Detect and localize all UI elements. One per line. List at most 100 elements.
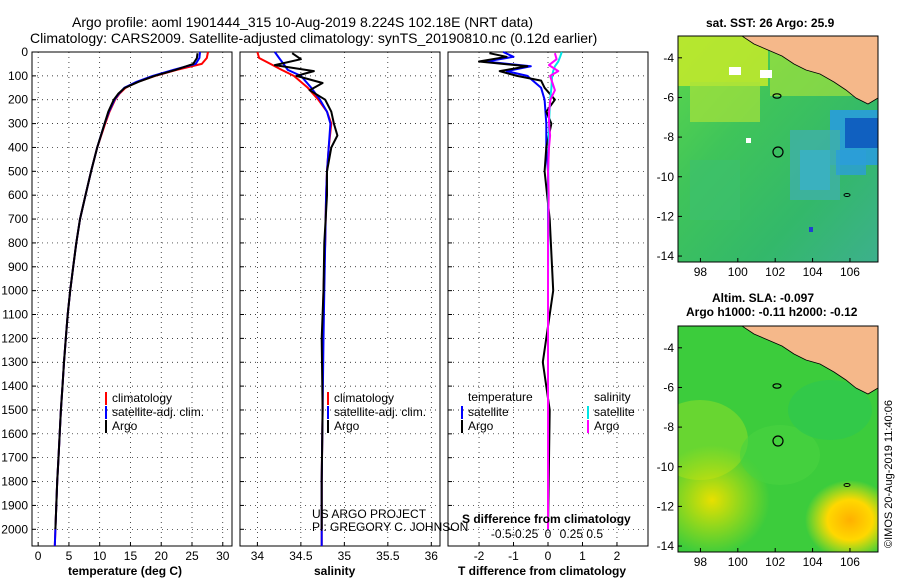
series-line-climatology [256, 51, 333, 546]
s-diff-tick-label: 0.25 [560, 527, 584, 541]
map-y-tick-label: -14 [657, 539, 675, 553]
x-tick-label: 0 [35, 549, 42, 563]
legend-argo-label: Argo [334, 419, 360, 433]
project-credit-line1: US ARGO PROJECT [312, 507, 427, 521]
salinity-series [256, 51, 339, 546]
x-tick-label: 0 [545, 549, 552, 563]
depth-tick-label: 500 [8, 164, 28, 178]
depth-tick-label: 800 [8, 236, 28, 250]
x-tick-label: -2 [474, 549, 485, 563]
temperature-xlabel: temperature (deg C) [68, 564, 182, 578]
legend-argo-label: Argo [112, 419, 138, 433]
depth-tick-label: 1300 [1, 355, 28, 369]
temperature-panel-frame [31, 51, 233, 547]
map-y-tick-label: -10 [657, 170, 675, 184]
legend-temperature-title: temperature [468, 390, 533, 404]
x-tick-label: -1 [508, 549, 519, 563]
map-y-tick-label: -10 [657, 460, 675, 474]
s-difference-ticks: -0.5 -0.25 0 0.25 0.5 [491, 527, 603, 541]
x-tick-label: 34.5 [289, 549, 313, 563]
map-y-tick-label: -12 [657, 209, 675, 223]
x-tick-label: 35 [338, 549, 352, 563]
depth-tick-label: 400 [8, 140, 28, 154]
temperature-legend: climatology satellite-adj. clim. Argo [105, 391, 204, 433]
map-x-tick-label: 100 [728, 555, 748, 569]
depth-tick-label: 200 [8, 93, 28, 107]
map-x-tick-label: 104 [803, 265, 823, 279]
x-tick-label: 20 [155, 549, 169, 563]
series-line-argo [273, 52, 339, 530]
depth-tick-label: 900 [8, 260, 28, 274]
s-diff-tick-label: -0.5 [491, 527, 512, 541]
legend-t-satellite-label: satellite [468, 405, 509, 419]
difference-panel: -2 -1 0 1 2 S difference from climatology -0… [447, 51, 649, 578]
legend-climatology-label: climatology [334, 391, 394, 405]
series-line-s-argo [547, 52, 560, 530]
sla-map-title1: Altim. SLA: -0.097 [712, 291, 814, 305]
x-tick-label: 34 [251, 549, 265, 563]
salinity-panel: 34 34.5 35 35.5 36 salinity climatology sate… [239, 51, 468, 578]
sst-map-title: sat. SST: 26 Argo: 25.9 [706, 16, 835, 30]
depth-tick-label: 700 [8, 212, 28, 226]
map-y-tick-label: -14 [657, 249, 675, 263]
x-tick-label: 30 [216, 549, 230, 563]
sst-map-field [678, 36, 878, 262]
map-x-tick-label: 104 [803, 555, 823, 569]
difference-x-ticks: -2 -1 0 1 2 [474, 542, 621, 563]
salinity-xlabel: salinity [314, 564, 356, 578]
s-diff-tick-label: 0 [545, 527, 552, 541]
x-tick-label: 1 [579, 549, 586, 563]
project-credit-line2: PI: GREGORY C. JOHNSON [312, 520, 468, 534]
map-y-tick-label: -12 [657, 499, 675, 513]
depth-axis-labels: 0 100 200 300 400 500 600 700 800 900 1000 1100 1200… [1, 45, 28, 536]
sst-map: sat. SST: 26 Argo: 25.9 98 100 102 104 106 -4… [657, 16, 879, 279]
legend-s-argo-label: Argo [594, 419, 620, 433]
map-y-tick-label: -6 [663, 380, 674, 394]
legend-salinity-title: salinity [594, 390, 631, 404]
header-title-line1: Argo profile: aoml 1901444_315 10-Aug-20… [72, 14, 533, 30]
depth-tick-label: 300 [8, 117, 28, 131]
salinity-panel-frame [239, 51, 441, 547]
map-y-tick-label: -6 [663, 90, 674, 104]
x-tick-label: 35.5 [376, 549, 400, 563]
sla-map: Altim. SLA: -0.097 Argo h1000: -0.11 h20… [657, 291, 879, 569]
map-x-tick-label: 98 [694, 555, 708, 569]
x-tick-label: 36 [425, 549, 439, 563]
legend-satellite-label: satellite-adj. clim. [334, 405, 426, 419]
legend-s-satellite-label: satellite [594, 405, 635, 419]
temperature-grid [32, 51, 232, 546]
depth-tick-label: 100 [8, 69, 28, 83]
t-difference-xlabel: T difference from climatology [458, 564, 626, 578]
legend-climatology-label: climatology [112, 391, 172, 405]
x-tick-label: 5 [66, 549, 73, 563]
difference-series [478, 51, 563, 530]
depth-tick-label: 1800 [1, 475, 28, 489]
map-x-tick-label: 98 [694, 265, 708, 279]
header-title-line2: Climatology: CARS2009. Satellite-adjuste… [30, 30, 597, 46]
temperature-series [53, 51, 209, 547]
sla-map-ticks: 98 100 102 104 106 -4 -6 -8 -10 -12 -14 [657, 341, 861, 569]
salinity-x-ticks: 34 34.5 35 35.5 36 [251, 542, 439, 563]
map-y-tick-label: -4 [663, 341, 674, 355]
x-tick-label: 25 [185, 549, 199, 563]
depth-tick-label: 1600 [1, 427, 28, 441]
salinity-legend: climatology satellite-adj. clim. Argo [327, 391, 426, 433]
depth-tick-label: 1100 [2, 308, 28, 322]
s-difference-xlabel: S difference from climatology [462, 512, 631, 526]
map-y-tick-label: -8 [663, 420, 674, 434]
imos-credit: ©IMOS 20-Aug-2019 11:40:06 [883, 400, 895, 548]
series-line-satellite-adj-clim- [53, 51, 201, 547]
depth-tick-label: 2000 [1, 522, 28, 536]
depth-tick-label: 600 [8, 188, 28, 202]
map-x-tick-label: 100 [728, 265, 748, 279]
sla-map-field [678, 326, 878, 552]
s-diff-tick-label: -0.25 [511, 527, 539, 541]
map-x-tick-label: 102 [765, 265, 785, 279]
depth-tick-label: 1500 [1, 403, 28, 417]
x-tick-label: 2 [614, 549, 621, 563]
s-diff-tick-label: 0.5 [586, 527, 603, 541]
difference-legend: temperature satellite Argo salinity sate… [461, 390, 635, 433]
salinity-grid [240, 51, 440, 546]
map-x-tick-label: 106 [840, 265, 860, 279]
